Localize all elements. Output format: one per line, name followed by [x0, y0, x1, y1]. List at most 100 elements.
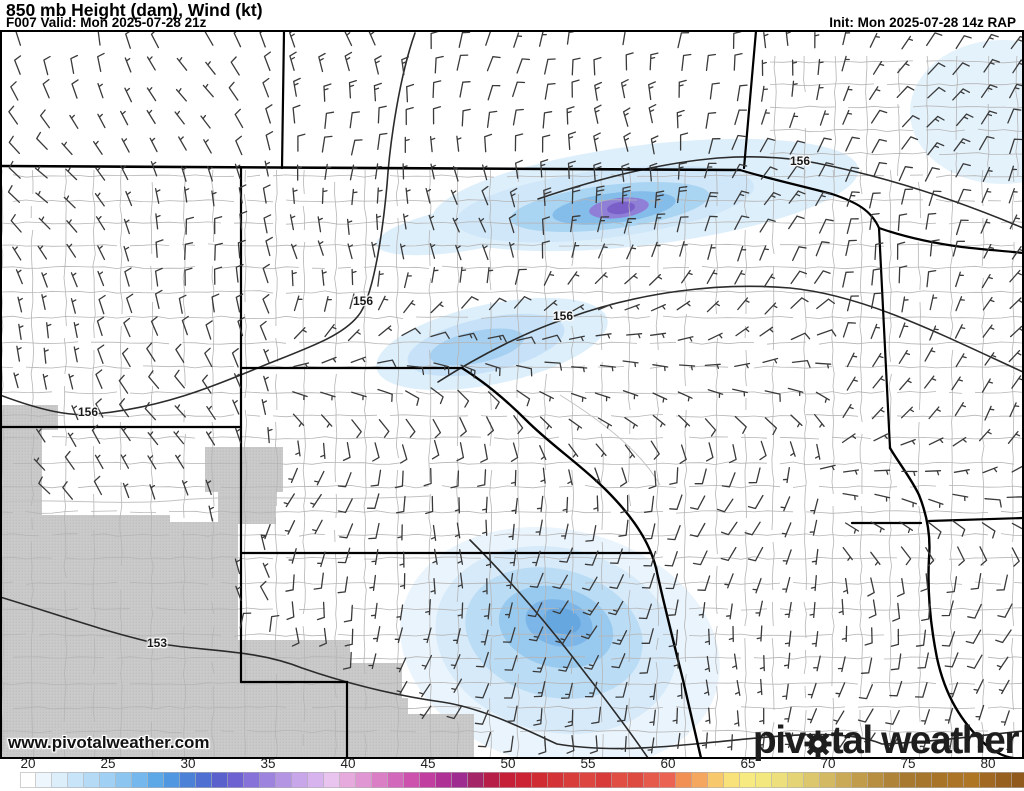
colorbar-cell-48 — [468, 772, 484, 788]
colorbar-cell-78 — [948, 772, 964, 788]
colorbar-cell-34 — [244, 772, 260, 788]
river-lines-layer — [1, 394, 661, 503]
colorbar-cell-32 — [212, 772, 228, 788]
colorbar-cell-40 — [340, 772, 356, 788]
county-lines-layer — [1, 55, 1023, 758]
colorbar-cell-60 — [660, 772, 676, 788]
colorbar-cell-30 — [180, 772, 196, 788]
state-borders-layer — [1, 31, 1023, 758]
logo-text-post: tal weather — [830, 719, 1020, 762]
contour-label-156-2: 156 — [552, 309, 574, 323]
contour-label-156-1: 156 — [352, 294, 374, 308]
contour-label-153-4: 153 — [146, 636, 168, 650]
colorbar-tick-20: 20 — [20, 756, 36, 771]
colorbar-cell-71 — [836, 772, 852, 788]
watermark-url: www.pivotalweather.com — [8, 733, 210, 752]
colorbar-cell-53 — [548, 772, 564, 788]
colorbar-cell-52 — [532, 772, 548, 788]
colorbar-tick-45: 45 — [420, 756, 436, 771]
colorbar-cell-25 — [100, 772, 116, 788]
colorbar-cell-24 — [84, 772, 100, 788]
colorbar-cell-47 — [452, 772, 468, 788]
colorbar-cell-65 — [740, 772, 756, 788]
valid-time-label: F007 Valid: Mon 2025-07-28 21z — [6, 15, 207, 30]
colorbar-cell-68 — [788, 772, 804, 788]
colorbar-cell-38 — [308, 772, 324, 788]
colorbar-cell-36 — [276, 772, 292, 788]
colorbar-cell-26 — [116, 772, 132, 788]
colorbar-cell-22 — [52, 772, 68, 788]
colorbar-tick-70: 70 — [820, 756, 836, 771]
colorbar-cell-79 — [964, 772, 980, 788]
colorbar-cell-42 — [372, 772, 388, 788]
colorbar-tick-25: 25 — [100, 756, 116, 771]
colorbar-cell-29 — [164, 772, 180, 788]
colorbar-cell-56 — [596, 772, 612, 788]
colorbar-tick-60: 60 — [660, 756, 676, 771]
colorbar-cell-20 — [20, 772, 36, 788]
colorbar-cell-77 — [932, 772, 948, 788]
colorbar-cell-62 — [692, 772, 708, 788]
page-title: 850 mb Height (dam), Wind (kt) — [6, 0, 263, 20]
terrain-mask-layer — [1, 405, 474, 758]
colorbar-tick-80: 80 — [980, 756, 996, 771]
colorbar — [20, 772, 1024, 788]
colorbar-cell-31 — [196, 772, 212, 788]
colorbar-cell-80 — [980, 772, 996, 788]
colorbar-cell-82 — [1012, 772, 1024, 788]
colorbar-cell-59 — [644, 772, 660, 788]
colorbar-tick-65: 65 — [740, 756, 756, 771]
colorbar-cell-61 — [676, 772, 692, 788]
colorbar-cell-39 — [324, 772, 340, 788]
colorbar-cell-23 — [68, 772, 84, 788]
colorbar-cell-63 — [708, 772, 724, 788]
colorbar-cell-75 — [900, 772, 916, 788]
colorbar-cell-73 — [868, 772, 884, 788]
colorbar-cell-43 — [388, 772, 404, 788]
contour-label-156-0: 156 — [77, 405, 99, 419]
colorbar-cell-37 — [292, 772, 308, 788]
colorbar-tick-labels: 20 25 30 35 40 45 50 55 60 65 70 75 80 — [0, 756, 1024, 772]
colorbar-cell-66 — [756, 772, 772, 788]
colorbar-cell-74 — [884, 772, 900, 788]
colorbar-cell-45 — [420, 772, 436, 788]
colorbar-cell-76 — [916, 772, 932, 788]
colorbar-tick-75: 75 — [900, 756, 916, 771]
colorbar-tick-40: 40 — [340, 756, 356, 771]
colorbar-cell-70 — [820, 772, 836, 788]
colorbar-cell-33 — [228, 772, 244, 788]
colorbar-cell-46 — [436, 772, 452, 788]
init-time-label: Init: Mon 2025-07-28 14z RAP — [829, 15, 1016, 30]
colorbar-cell-69 — [804, 772, 820, 788]
colorbar-cell-58 — [628, 772, 644, 788]
colorbar-cell-81 — [996, 772, 1012, 788]
contour-label-156-3: 156 — [789, 154, 811, 168]
colorbar-cell-49 — [484, 772, 500, 788]
colorbar-cell-67 — [772, 772, 788, 788]
colorbar-cell-72 — [852, 772, 868, 788]
map-frame — [0, 30, 1024, 759]
pivotal-weather-logo: piv tal weather — [752, 719, 1020, 763]
gear-icon — [804, 730, 832, 758]
wind-barbs-layer — [7, 31, 1023, 755]
colorbar-cell-55 — [580, 772, 596, 788]
map-layers — [1, 31, 1023, 758]
colorbar-cell-57 — [612, 772, 628, 788]
logo-text-pre: piv — [752, 719, 806, 762]
colorbar-tick-55: 55 — [580, 756, 596, 771]
colorbar-cell-44 — [404, 772, 420, 788]
colorbar-cell-51 — [516, 772, 532, 788]
colorbar-cell-28 — [148, 772, 164, 788]
colorbar-cell-21 — [36, 772, 52, 788]
colorbar-tick-50: 50 — [500, 756, 516, 771]
colorbar-cell-41 — [356, 772, 372, 788]
colorbar-cell-54 — [564, 772, 580, 788]
colorbar-cell-27 — [132, 772, 148, 788]
colorbar-cell-64 — [724, 772, 740, 788]
colorbar-cell-50 — [500, 772, 516, 788]
colorbar-tick-30: 30 — [180, 756, 196, 771]
colorbar-tick-35: 35 — [260, 756, 276, 771]
colorbar-cell-35 — [260, 772, 276, 788]
